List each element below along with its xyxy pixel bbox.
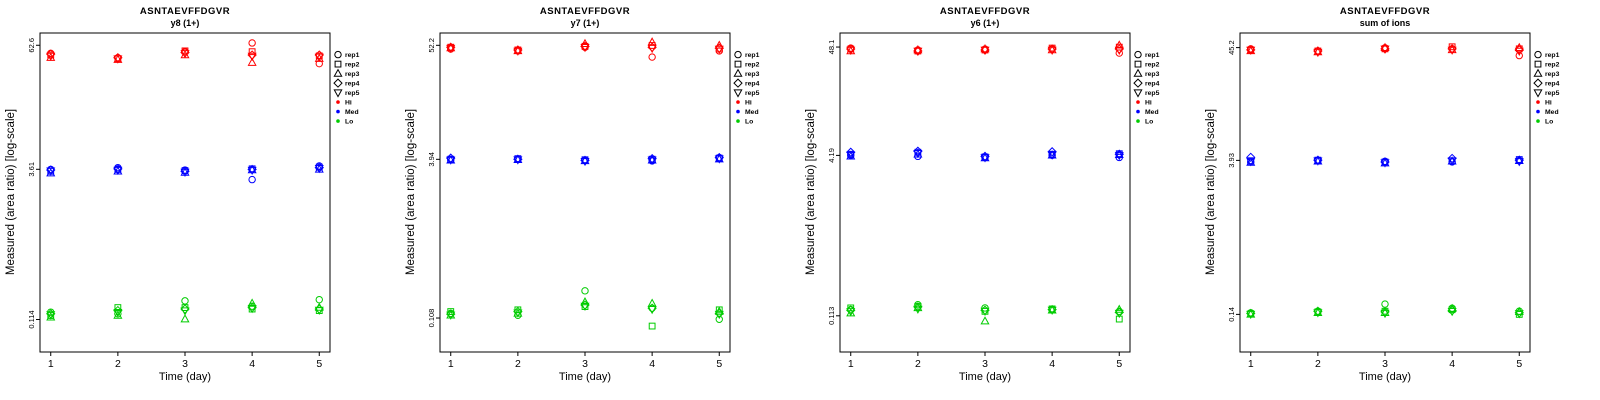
chart-title: ASNTAEVFFDGVR [139,6,231,17]
svg-text:2: 2 [1315,358,1321,370]
svg-text:1: 1 [448,358,454,370]
plot-canvas-y7: 1 2 3 4 5 52.2 3.94 0.108 rep1 rep2 rep3 rep4 rep5 Hi… [427,32,760,370]
x-axis-label: Time (day) [158,371,212,383]
svg-text:rep5: rep5 [745,90,760,97]
svg-text:3: 3 [1382,358,1388,370]
chart-subtitle: y7 (1+) [570,18,600,28]
plot-canvas-y8: 1 2 3 4 5 62.6 3.61 0.114 rep1 rep2 rep3 rep4 rep5 Hi… [27,32,360,370]
svg-text:4: 4 [1449,358,1455,370]
svg-text:rep2: rep2 [1145,62,1160,69]
x-axis-label: Time (day) [958,371,1012,383]
chart-title: ASNTAEVFFDGVR [939,6,1031,17]
svg-text:rep4: rep4 [1545,81,1560,88]
svg-text:4: 4 [649,358,655,370]
svg-text:1: 1 [848,358,854,370]
svg-text:rep3: rep3 [1545,71,1560,78]
svg-text:rep3: rep3 [1145,71,1160,78]
svg-text:Lo: Lo [1545,119,1553,126]
plot-canvas-y6: 1 2 3 4 5 48.1 4.19 0.113 rep1 rep2 rep3 rep4 rep5 Hi… [827,32,1160,370]
svg-text:Hi: Hi [1145,100,1152,107]
svg-text:Hi: Hi [1545,100,1552,107]
svg-text:45.2: 45.2 [1227,40,1236,55]
plot-panel-y6: ASNTAEVFFDGVR y6 (1+) Measured (area rat… [800,0,1200,400]
svg-text:0.114: 0.114 [27,310,36,328]
svg-text:rep5: rep5 [345,90,360,97]
svg-text:0.14: 0.14 [1227,307,1236,322]
svg-text:rep2: rep2 [1545,62,1560,69]
svg-text:Med: Med [1545,109,1559,116]
svg-text:1: 1 [48,358,54,370]
svg-text:5: 5 [716,358,722,370]
svg-text:rep1: rep1 [1145,52,1160,59]
svg-text:3: 3 [982,358,988,370]
svg-text:3.93: 3.93 [1227,153,1236,168]
plot-panel-y7: ASNTAEVFFDGVR y7 (1+) Measured (area rat… [400,0,800,400]
plot-canvas-sum-of-ions: 1 2 3 4 5 45.2 3.93 0.14 rep1 rep2 rep3 rep4 rep5 Hi M… [1227,32,1560,370]
x-axis-label: Time (day) [1358,371,1412,383]
svg-text:3: 3 [582,358,588,370]
chart-subtitle: y8 (1+) [170,18,200,28]
svg-text:rep5: rep5 [1545,90,1560,97]
svg-text:rep5: rep5 [1145,90,1160,97]
svg-text:2: 2 [515,358,521,370]
svg-text:Hi: Hi [345,100,352,107]
svg-text:Lo: Lo [745,119,753,126]
svg-text:62.6: 62.6 [27,38,36,53]
svg-text:Hi: Hi [745,100,752,107]
svg-text:rep2: rep2 [745,62,760,69]
svg-text:4.19: 4.19 [827,148,836,163]
svg-text:4: 4 [249,358,255,370]
chart-subtitle: sum of ions [1359,18,1411,28]
svg-text:5: 5 [1116,358,1122,370]
chart-subtitle: y6 (1+) [970,18,1000,28]
chart-title: ASNTAEVFFDGVR [539,6,631,17]
svg-text:rep3: rep3 [745,71,760,78]
plot-panel-sum-of-ions: ASNTAEVFFDGVR sum of ions Measured (area… [1200,0,1600,400]
svg-text:3: 3 [182,358,188,370]
svg-text:5: 5 [1516,358,1522,370]
svg-text:rep4: rep4 [345,81,360,88]
svg-text:3.94: 3.94 [427,152,436,167]
chart-title: ASNTAEVFFDGVR [1339,6,1431,17]
svg-text:0.113: 0.113 [827,307,836,325]
svg-text:52.2: 52.2 [427,38,436,53]
svg-text:48.1: 48.1 [827,40,836,55]
svg-text:3.61: 3.61 [27,162,36,177]
svg-text:Med: Med [745,109,759,116]
svg-text:1: 1 [1248,358,1254,370]
svg-text:rep4: rep4 [1145,81,1160,88]
svg-text:rep4: rep4 [745,81,760,88]
svg-text:rep1: rep1 [745,52,760,59]
svg-text:rep3: rep3 [345,71,360,78]
svg-text:4: 4 [1049,358,1055,370]
svg-text:rep1: rep1 [345,52,360,59]
svg-text:Med: Med [1145,109,1159,116]
svg-text:Lo: Lo [1145,119,1153,126]
svg-text:rep1: rep1 [1545,52,1560,59]
svg-text:0.108: 0.108 [427,309,436,328]
svg-text:Lo: Lo [345,119,353,126]
plot-panel-y8: ASNTAEVFFDGVR y8 (1+) Measured (area rat… [0,0,400,400]
x-axis-label: Time (day) [558,371,612,383]
svg-text:5: 5 [316,358,322,370]
svg-text:2: 2 [915,358,921,370]
svg-text:Med: Med [345,109,359,116]
svg-text:rep2: rep2 [345,62,360,69]
svg-text:2: 2 [115,358,121,370]
